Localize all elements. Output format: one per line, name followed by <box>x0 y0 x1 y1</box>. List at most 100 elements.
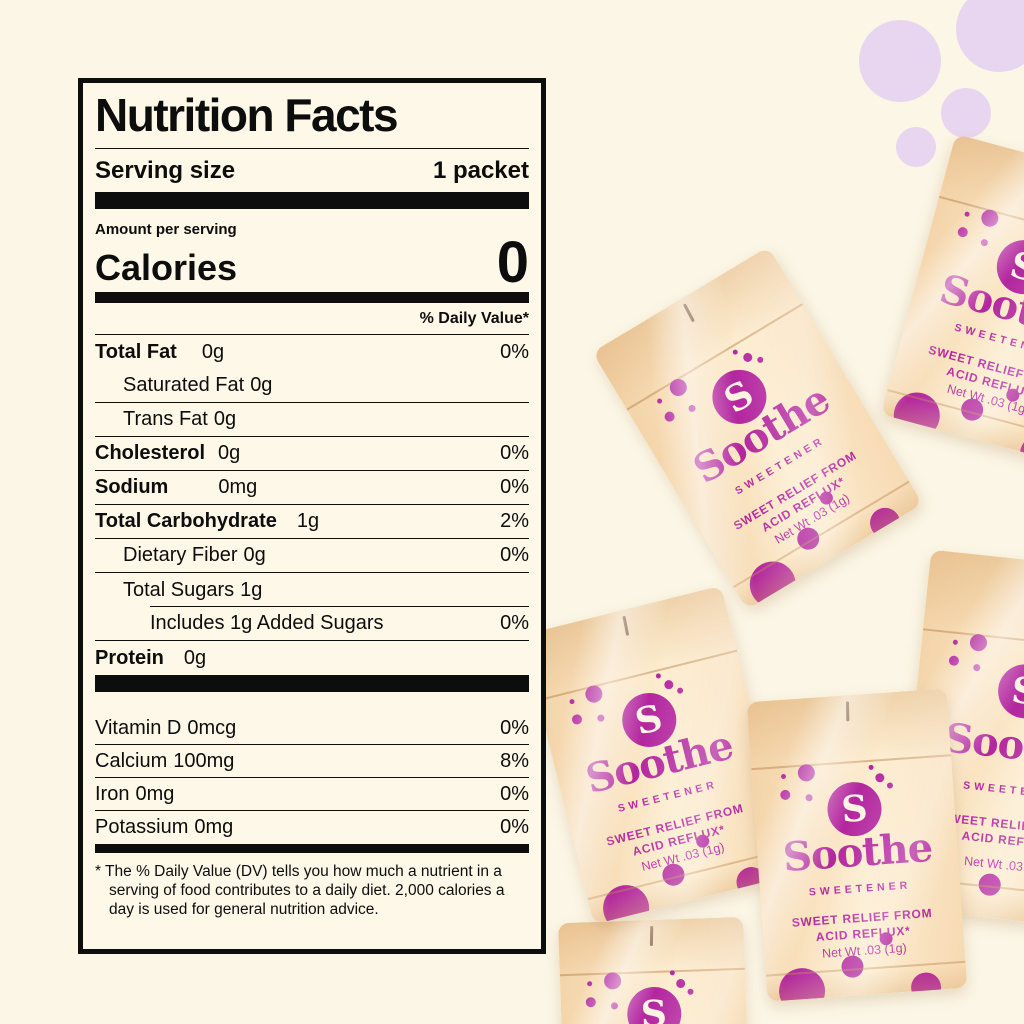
nutrient-name: Total Fat <box>95 340 177 363</box>
decor-dot <box>780 773 787 780</box>
calories-value: 0 <box>496 229 529 295</box>
nutrient-dv: 0% <box>500 782 529 805</box>
nutrient-name: Trans Fat <box>123 408 208 431</box>
nutrient-dv: 0% <box>500 442 529 465</box>
serving-size-label: Serving size <box>95 156 236 184</box>
nutrition-row-sodium: Sodium 0mg 0% <box>95 471 529 506</box>
decor-dot <box>596 713 605 723</box>
packet-face: S Soothe SWEETENER SWEET RELIEF FROM ACI… <box>746 688 968 1002</box>
nutrition-row-vitamin-d: Vitamin D 0mcg 0% <box>95 712 529 746</box>
nutrient-amount: 0g <box>183 646 207 669</box>
nutrition-row-trans-fat: Trans Fat 0g <box>95 403 529 438</box>
nutrition-row-added-sugars: Includes 1g Added Sugars 0% <box>95 607 529 642</box>
packet-face: S Soothe SWEETENER SWEET RELIEF FROM ACI… <box>558 916 751 1024</box>
logo-letter: S <box>1009 669 1024 714</box>
nutrient-name: Includes 1g Added Sugars <box>150 612 384 635</box>
nutrient-dv: 0% <box>500 816 529 839</box>
decor-dot <box>568 698 575 705</box>
dot-cluster <box>775 763 828 816</box>
nutrient-name: Saturated Fat <box>123 374 245 397</box>
amount-per-serving-label: Amount per serving <box>95 220 237 238</box>
serving-size-row: Serving size 1 packet <box>95 149 529 192</box>
nutrition-row-total-carbohydrate: Total Carbohydrate 1g 2% <box>95 505 529 540</box>
nutrition-row-protein: Protein 0g <box>95 641 529 675</box>
logo-bubble-dot <box>669 969 675 976</box>
divider-bar <box>95 292 529 304</box>
nutrient-name: Total Sugars <box>123 578 235 601</box>
nutrient-name: Vitamin D <box>95 716 182 739</box>
nutrient-dv: 0% <box>500 476 529 499</box>
label-title: Nutrition Facts <box>95 89 529 149</box>
nutrient-amount: 0g <box>201 340 225 363</box>
nutrient-name: Iron <box>95 782 130 805</box>
decor-dot <box>570 713 583 726</box>
sweetener-packet: S Soothe SWEETENER SWEET RELIEF FROM ACI… <box>558 916 751 1024</box>
nutrition-row-total-sugars: Total Sugars 1g <box>95 573 529 608</box>
nutrient-amount: 0g <box>218 442 241 465</box>
divider-bar <box>95 675 529 693</box>
decor-dot <box>587 980 593 986</box>
logo-bubble-dot <box>886 782 894 789</box>
nutrition-row-cholesterol: Cholesterol 0g 0% <box>95 437 529 472</box>
bottom-crimp <box>765 960 968 1002</box>
nutrient-amount: 1g <box>240 578 263 601</box>
serving-size-value: 1 packet <box>432 156 529 184</box>
dot-cluster <box>647 370 716 439</box>
nutrient-amount: 0g <box>243 544 266 567</box>
nutrient-dv: 0% <box>500 544 529 567</box>
calories-row: Calories 0 <box>95 229 529 295</box>
decor-dot <box>666 376 690 400</box>
decor-dot <box>585 996 597 1007</box>
decor-dot <box>805 793 813 802</box>
nutrition-row-saturated-fat: Saturated Fat 0g <box>95 369 529 404</box>
nutrient-amount: 0mg <box>218 476 258 499</box>
nutrient-amount: 1g <box>296 510 320 533</box>
tear-notch <box>649 926 653 947</box>
nutrient-name: Cholesterol <box>95 442 206 465</box>
nutrient-name: Protein <box>95 646 164 669</box>
packet-face: S Soothe SWEETENER SWEET RELIEF FROM ACI… <box>592 246 923 610</box>
nutrient-name: Sodium <box>95 476 169 499</box>
sweetener-packet: S Soothe SWEETENER SWEET RELIEF FROM ACI… <box>746 688 968 1002</box>
logo-bubble-dot <box>675 978 685 988</box>
decor-dot <box>611 1001 619 1010</box>
nutrient-dv: 0% <box>500 340 529 363</box>
decor-dot <box>979 207 1001 229</box>
decor-dot <box>655 397 663 405</box>
bubble-circle <box>859 20 941 102</box>
tagline-line2: ACID REFLUX* <box>960 828 1024 853</box>
logo-bubble-dot <box>686 988 694 995</box>
nutrient-dv: 0% <box>500 612 529 635</box>
sweetener-packet: S Soothe SWEETENER SWEET RELIEF FROM ACI… <box>592 246 923 610</box>
nutrient-amount: 100mg <box>173 749 235 772</box>
nutrition-row-potassium: Potassium 0mg 0% <box>95 811 529 844</box>
divider-bar <box>95 191 529 209</box>
tear-notch <box>621 615 629 637</box>
daily-value-footnote: * The % Daily Value (DV) tells you how m… <box>95 863 505 919</box>
nutrient-dv: 2% <box>500 510 529 533</box>
logo-bubble-dot <box>755 355 764 365</box>
decor-dot <box>964 210 971 218</box>
sweetener-packet: S Soothe SWEETENER SWEET RELIEF FROM ACI… <box>880 134 1024 466</box>
tear-notch <box>845 701 850 722</box>
bubble-circle <box>956 0 1024 72</box>
nutrient-name: Potassium <box>95 816 189 839</box>
logo-bubble-dot <box>676 687 684 695</box>
decor-dot <box>968 633 988 653</box>
nutrient-amount: 0g <box>250 374 273 397</box>
decor-dot <box>779 789 791 801</box>
soothe-logo-icon: S <box>994 661 1024 722</box>
daily-value-header: % Daily Value* <box>95 303 529 336</box>
packet-face: S Soothe SWEETENER SWEET RELIEF FROM ACI… <box>880 134 1024 466</box>
nutrient-dv: 8% <box>500 749 529 772</box>
nutrient-amount: 0mg <box>135 782 175 805</box>
nutrient-name: Total Carbohydrate <box>95 510 277 533</box>
decor-dot <box>952 639 958 646</box>
dot-cluster <box>944 631 999 686</box>
nutrient-dv: 0% <box>500 716 529 739</box>
logo-bubble-dot <box>731 348 739 356</box>
soothe-logo-icon: S <box>625 969 694 1024</box>
decor-dot <box>603 971 622 990</box>
calories-label: Calories <box>95 247 238 289</box>
nutrition-row-total-fat: Total Fat 0g 0% <box>95 335 529 369</box>
